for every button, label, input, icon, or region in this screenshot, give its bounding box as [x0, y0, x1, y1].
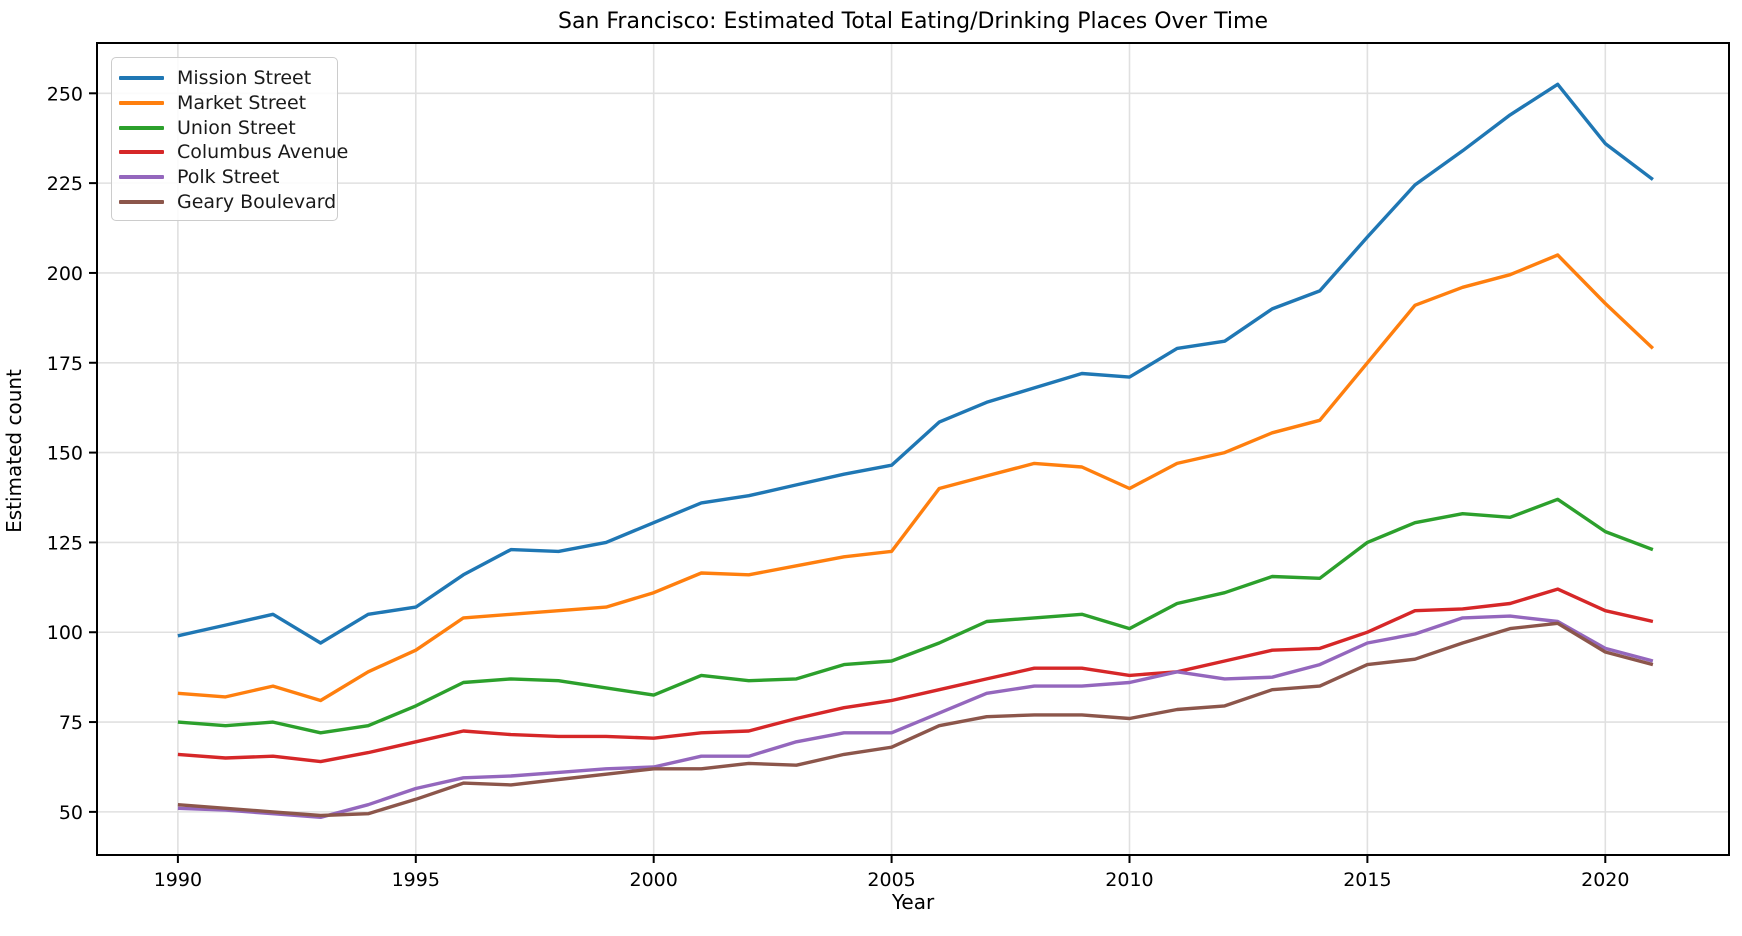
series-line-market-street — [177, 253, 1655, 703]
x-tick-label-1990: 1990 — [154, 869, 202, 891]
y-tick-label-75: 75 — [59, 712, 83, 734]
legend-label-market-street: Market Street — [177, 91, 307, 114]
legend-label-union-street: Union Street — [177, 116, 296, 139]
x-tick-label-2015: 2015 — [1343, 869, 1391, 891]
y-tick-label-50: 50 — [59, 802, 83, 824]
y-tick-label-200: 200 — [47, 263, 83, 285]
legend-swatch-columbus-avenue — [119, 150, 164, 155]
legend-swatch-geary-boulevard — [119, 199, 164, 204]
legend-swatch-polk-street — [119, 175, 164, 180]
series-line-mission-street — [177, 82, 1654, 645]
series-line-columbus-avenue — [177, 587, 1654, 764]
y-tick-label-175: 175 — [47, 353, 83, 375]
x-tick-label-2000: 2000 — [630, 869, 678, 891]
y-tick-label-250: 250 — [47, 83, 83, 105]
y-tick-label-100: 100 — [47, 622, 83, 644]
y-tick-label-150: 150 — [47, 443, 83, 465]
legend-label-columbus-avenue: Columbus Avenue — [177, 141, 349, 164]
y-tick-label-125: 125 — [47, 532, 83, 554]
x-axis-label: Year — [891, 890, 935, 914]
axes-frame — [96, 42, 1730, 856]
legend-label-geary-boulevard: Geary Boulevard — [177, 190, 337, 213]
x-tick-label-1995: 1995 — [392, 869, 440, 891]
x-tick-label-2010: 2010 — [1105, 869, 1153, 891]
series-line-polk-street — [177, 614, 1654, 819]
legend-entry-geary-boulevard: Geary Boulevard — [119, 190, 336, 214]
series-line-union-street — [177, 497, 1654, 735]
legend-entry-market-street: Market Street — [119, 91, 327, 115]
x-tick-label-2020: 2020 — [1581, 869, 1629, 891]
y-axis-label: Estimated count — [2, 369, 26, 533]
legend-entry-mission-street: Mission Street — [119, 66, 327, 90]
y-tick-label-225: 225 — [47, 173, 83, 195]
legend-label-polk-street: Polk Street — [177, 166, 280, 189]
legend-swatch-union-street — [119, 125, 164, 130]
series-line-geary-boulevard — [177, 621, 1654, 818]
legend-label-mission-street: Mission Street — [177, 67, 312, 89]
legend-swatch-mission-street — [119, 76, 164, 80]
x-tick-label-2005: 2005 — [867, 869, 915, 891]
legend-swatch-market-street — [119, 100, 164, 105]
legend-entry-columbus-avenue: Columbus Avenue — [119, 140, 348, 164]
legend-entry-polk-street: Polk Street — [119, 165, 327, 189]
chart-title: San Francisco: Estimated Total Eating/Dr… — [558, 9, 1268, 34]
legend: Mission Street Market Street Union Street C… — [111, 57, 348, 221]
legend-entry-union-street: Union Street — [119, 116, 327, 140]
